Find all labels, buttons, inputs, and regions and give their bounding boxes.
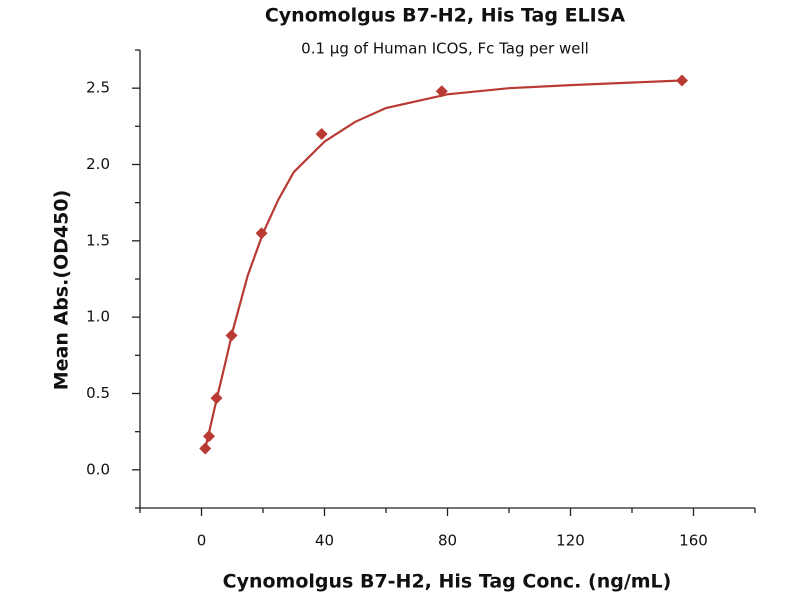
y-tick-label: 2.0 bbox=[86, 155, 110, 173]
x-axis-title: Cynomolgus B7-H2, His Tag Conc. (ng/mL) bbox=[223, 571, 672, 593]
data-point bbox=[225, 329, 238, 342]
data-point bbox=[255, 227, 268, 240]
x-tick-label: 120 bbox=[556, 532, 585, 550]
data-point bbox=[315, 127, 328, 140]
y-tick-label: 0.5 bbox=[86, 384, 110, 402]
y-tick-label: 0.0 bbox=[86, 460, 110, 478]
chart-subtitle: 0.1 μg of Human ICOS, Fc Tag per well bbox=[301, 40, 589, 58]
data-point bbox=[199, 442, 212, 455]
x-tick-label: 160 bbox=[679, 532, 708, 550]
y-axis-title: Mean Abs.(OD450) bbox=[51, 190, 73, 391]
data-point bbox=[435, 85, 448, 98]
y-tick-label: 2.5 bbox=[86, 79, 110, 97]
data-point bbox=[675, 74, 688, 87]
x-tick-label: 0 bbox=[197, 532, 207, 550]
x-tick-label: 80 bbox=[438, 532, 457, 550]
y-tick-label: 1.0 bbox=[86, 308, 110, 326]
data-point bbox=[210, 392, 223, 405]
chart-title: Cynomolgus B7-H2, His Tag ELISA bbox=[265, 5, 626, 27]
fit-curve bbox=[203, 79, 682, 452]
data-point bbox=[203, 430, 216, 443]
x-tick-label: 40 bbox=[315, 532, 334, 550]
y-tick-label: 1.5 bbox=[86, 231, 110, 249]
